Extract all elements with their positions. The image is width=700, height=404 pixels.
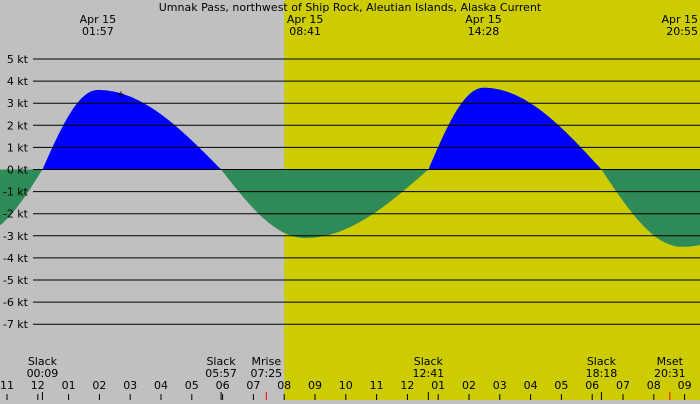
y-tick-label: 0 kt [7,164,29,177]
x-tick-label: 08 [277,379,291,392]
y-tick-label: -1 kt [3,186,29,199]
y-tick-label: 3 kt [7,97,29,110]
bottom-event-time: 18:18 [586,367,618,380]
top-event-time: 08:41 [289,25,321,38]
bottom-event-time: 05:57 [205,367,237,380]
bottom-event-time: 12:41 [412,367,444,380]
top-event-date: Apr 15 [80,13,117,26]
bottom-event-label: Slack [587,355,617,368]
y-tick-label: -7 kt [3,318,29,331]
y-tick-label: -6 kt [3,296,29,309]
x-tick-label: 03 [493,379,507,392]
x-tick-label: 06 [585,379,599,392]
x-tick-label: 01 [431,379,445,392]
x-tick-label: 02 [92,379,106,392]
chart-title: Umnak Pass, northwest of Ship Rock, Aleu… [159,1,542,14]
y-tick-label: 4 kt [7,75,29,88]
y-tick-label: 1 kt [7,141,29,154]
bottom-event-label: Mset [657,355,684,368]
top-event-date: Apr 15 [287,13,324,26]
flood-area-1 [43,89,221,170]
x-tick-label: 07 [246,379,260,392]
x-tick-label: 09 [678,379,692,392]
x-tick-label: 05 [185,379,199,392]
x-tick-label: 03 [123,379,137,392]
y-tick-label: 5 kt [7,53,29,66]
bottom-event-label: Slack [28,355,58,368]
top-event-time: 01:57 [82,25,114,38]
y-tick-label: -2 kt [3,208,29,221]
bottom-event-label: Slack [206,355,236,368]
x-tick-label: 04 [154,379,168,392]
x-tick-label: 05 [554,379,568,392]
top-event-date: Apr 15 [465,13,502,26]
x-tick-label: 10 [339,379,353,392]
flood-area-3 [429,87,601,170]
x-tick-label: 02 [462,379,476,392]
x-tick-label: 06 [216,379,230,392]
top-event-date: Apr 15 [661,13,698,26]
y-tick-label: -3 kt [3,230,29,243]
x-tick-label: 11 [0,379,14,392]
bottom-event-time: 07:25 [250,367,282,380]
y-tick-label: -4 kt [3,252,29,265]
x-tick-label: 12 [31,379,45,392]
x-tick-label: 09 [308,379,322,392]
x-tick-label: 07 [616,379,630,392]
y-tick-label: -5 kt [3,274,29,287]
top-event-time: 20:55 [666,25,698,38]
bottom-event-label: Mrise [252,355,282,368]
bottom-event-time: 00:09 [27,367,59,380]
x-tick-label: 01 [62,379,76,392]
ebb-area-4 [602,169,700,247]
ebb-area-2 [222,169,428,238]
bottom-event-time: 20:31 [654,367,686,380]
x-tick-label: 12 [400,379,414,392]
bottom-event-label: Slack [414,355,444,368]
ebb-area-0 [0,169,42,226]
x-tick-label: 08 [647,379,661,392]
x-tick-label: 11 [370,379,384,392]
y-tick-label: 2 kt [7,119,29,132]
top-event-time: 14:28 [468,25,500,38]
x-tick-label: 04 [524,379,538,392]
